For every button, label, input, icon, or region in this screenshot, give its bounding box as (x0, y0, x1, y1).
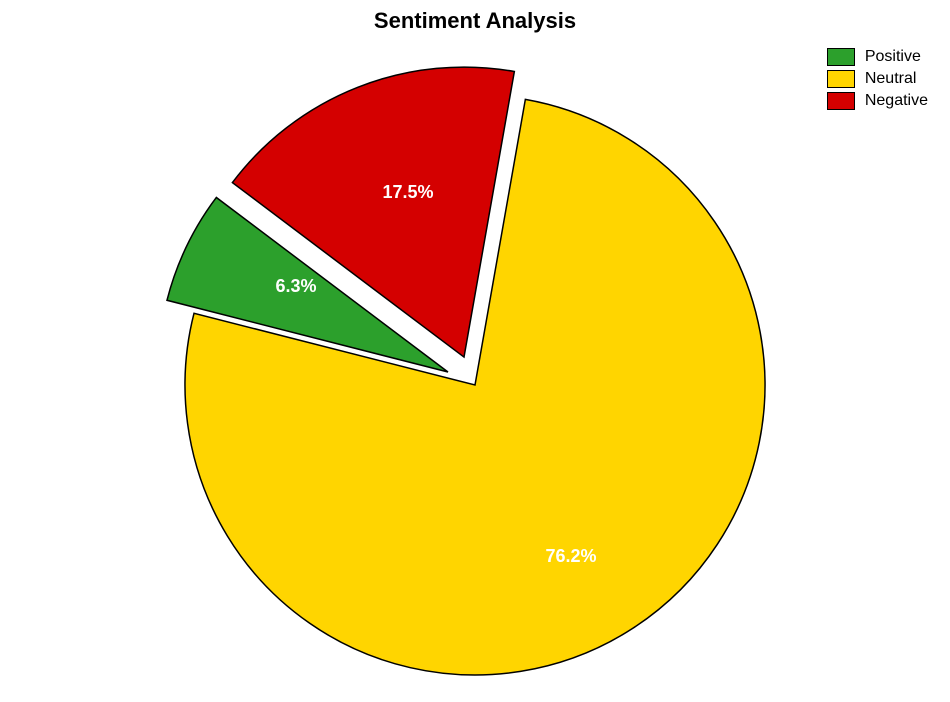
legend: Positive Neutral Negative (827, 48, 928, 110)
legend-item-negative: Negative (827, 92, 928, 110)
legend-swatch-negative (827, 92, 855, 110)
chart-title: Sentiment Analysis (374, 8, 576, 34)
slice-label-negative: 17.5% (382, 182, 433, 202)
legend-label-negative: Negative (865, 92, 928, 110)
legend-label-positive: Positive (865, 48, 921, 66)
legend-swatch-positive (827, 48, 855, 66)
pie-chart: 76.2% 6.3% 17.5% (0, 40, 950, 660)
slice-label-neutral: 76.2% (545, 546, 596, 566)
legend-item-neutral: Neutral (827, 70, 928, 88)
legend-label-neutral: Neutral (865, 70, 917, 88)
legend-item-positive: Positive (827, 48, 928, 66)
slice-label-positive: 6.3% (275, 276, 316, 296)
legend-swatch-neutral (827, 70, 855, 88)
